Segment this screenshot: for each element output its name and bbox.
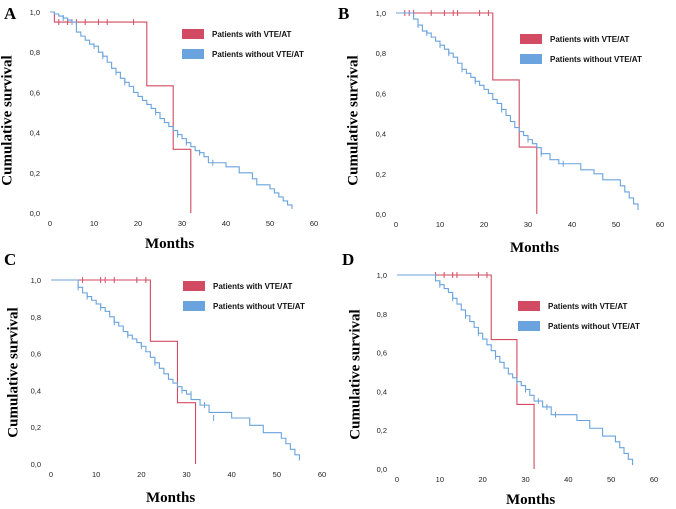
y-tick-label-b: 0,0 xyxy=(376,210,386,219)
chart-svg-a: 0 10 20 30 40 50 60 0,0 0,2 0,4 0,6 0,8 1,0 Patients … xyxy=(30,8,319,228)
y-tick-label-a: 0,0 xyxy=(30,209,40,218)
survival-curve-vte-at-d xyxy=(397,274,535,469)
legend-label-no-vte-at-c: Patients without VTE/AT xyxy=(213,302,305,311)
y-tick-label-d: 0,6 xyxy=(377,349,387,358)
x-tick-label-c: 10 xyxy=(92,470,100,479)
legend-swatch-vte-at-c xyxy=(183,281,205,291)
survival-curve-no-vte-at-a xyxy=(50,11,293,209)
x-tick-label-b: 10 xyxy=(436,220,444,229)
x-tick-label-d: 30 xyxy=(521,475,529,484)
survival-curve-vte-at-a xyxy=(50,11,192,213)
legend-label-vte-at-a: Patients with VTE/AT xyxy=(212,30,292,39)
x-tick-label-a: 20 xyxy=(134,219,142,228)
x-tick-label-a: 10 xyxy=(90,219,98,228)
panel-letter-a: A xyxy=(4,4,17,23)
panel-letter-d: D xyxy=(342,250,355,269)
y-tick-label-a: 0,6 xyxy=(30,88,40,97)
y-tick-label-a: 1,0 xyxy=(30,8,40,17)
x-tick-label-c: 30 xyxy=(182,470,190,479)
legend-swatch-vte-at-d xyxy=(518,301,540,311)
x-axis-label-a: Months xyxy=(145,236,195,252)
legend-swatch-no-vte-at-c xyxy=(183,301,205,311)
x-tick-label-b: 60 xyxy=(656,220,664,229)
x-tick-label-c: 60 xyxy=(318,470,326,479)
legend-swatch-no-vte-at-a xyxy=(182,49,204,59)
chart-svg-b: 0 10 20 30 40 50 60 0,0 0,2 0,4 0,6 0,8 1,0 Patients … xyxy=(376,9,665,229)
x-tick-label-c: 20 xyxy=(137,470,145,479)
chart-panel-b: B Cumulative survival Months 0 10 20 30 40 50… xyxy=(338,0,676,256)
x-tick-label-b: 50 xyxy=(612,220,620,229)
chart-panel-d: D Cumulative survival Months 0 10 20 30 40 50… xyxy=(338,250,676,508)
y-tick-label-c: 0,6 xyxy=(31,350,41,359)
x-tick-label-a: 40 xyxy=(222,219,230,228)
legend-swatch-vte-at-b xyxy=(520,34,542,44)
legend-label-vte-at-b: Patients with VTE/AT xyxy=(550,35,630,44)
y-tick-label-d: 1,0 xyxy=(377,271,387,280)
y-tick-label-b: 1,0 xyxy=(376,9,386,18)
y-tick-label-b: 0,8 xyxy=(376,49,386,58)
y-tick-label-c: 0,2 xyxy=(31,423,41,432)
x-tick-label-a: 50 xyxy=(266,219,274,228)
x-tick-label-d: 10 xyxy=(436,475,444,484)
x-tick-label-b: 40 xyxy=(568,220,576,229)
x-tick-label-c: 0 xyxy=(49,470,53,479)
y-tick-label-a: 0,8 xyxy=(30,48,40,57)
legend-swatch-no-vte-at-d xyxy=(518,321,540,331)
x-tick-label-a: 30 xyxy=(178,219,186,228)
x-tick-label-b: 30 xyxy=(524,220,532,229)
x-tick-label-b: 20 xyxy=(480,220,488,229)
y-tick-label-b: 0,4 xyxy=(376,130,386,139)
y-tick-label-a: 0,2 xyxy=(30,169,40,178)
chart-svg-c: 0 10 20 30 40 50 60 0,0 0,2 0,4 0,6 0,8 1,0 Patients … xyxy=(31,276,327,479)
survival-curve-no-vte-at-d xyxy=(397,274,634,466)
x-axis-label-c: Months xyxy=(146,490,196,506)
x-tick-label-c: 40 xyxy=(227,470,235,479)
survival-curve-vte-at-b xyxy=(396,12,538,214)
panel-letter-b: B xyxy=(338,4,350,23)
legend-swatch-vte-at-a xyxy=(182,29,204,39)
y-tick-label-d: 0,4 xyxy=(377,387,387,396)
x-tick-label-a: 0 xyxy=(48,219,52,228)
x-tick-label-d: 0 xyxy=(395,475,399,484)
x-tick-label-a: 60 xyxy=(310,219,318,228)
legend-label-no-vte-at-b: Patients without VTE/AT xyxy=(550,55,642,64)
chart-svg-d: 0 10 20 30 40 50 60 0,0 0,2 0,4 0,6 0,8 1,0 Patients … xyxy=(377,271,659,484)
x-axis-label-b: Months xyxy=(510,240,560,256)
legend-label-no-vte-at-a: Patients without VTE/AT xyxy=(212,50,304,59)
x-tick-label-d: 40 xyxy=(564,475,572,484)
y-tick-label-a: 0,4 xyxy=(30,129,40,138)
y-tick-label-b: 0,6 xyxy=(376,89,386,98)
y-tick-label-c: 0,4 xyxy=(31,386,41,395)
x-tick-label-b: 0 xyxy=(394,220,398,229)
legend-swatch-no-vte-at-b xyxy=(520,54,542,64)
y-tick-label-b: 0,2 xyxy=(376,170,386,179)
x-tick-label-c: 50 xyxy=(273,470,281,479)
panel-letter-c: C xyxy=(4,250,17,269)
y-tick-label-d: 0,2 xyxy=(377,426,387,435)
chart-panel-a: A Cumulative survival Months 0 10 20 30 40 50… xyxy=(0,0,338,254)
x-tick-label-d: 60 xyxy=(650,475,658,484)
x-tick-label-d: 20 xyxy=(478,475,486,484)
y-tick-label-d: 0,0 xyxy=(377,465,387,474)
x-tick-label-d: 50 xyxy=(607,475,615,484)
y-tick-label-c: 0,0 xyxy=(31,460,41,469)
chart-panel-c: C Cumulative survival Months 0 10 20 30 40 50… xyxy=(0,250,338,508)
legend-label-vte-at-d: Patients with VTE/AT xyxy=(548,302,628,311)
y-tick-label-c: 1,0 xyxy=(31,276,41,285)
legend-label-vte-at-c: Patients with VTE/AT xyxy=(213,282,293,291)
y-tick-label-c: 0,8 xyxy=(31,313,41,322)
legend-label-no-vte-at-d: Patients without VTE/AT xyxy=(548,322,640,331)
y-tick-label-d: 0,8 xyxy=(377,310,387,319)
survival-curve-vte-at-c xyxy=(51,279,197,464)
x-axis-label-d: Months xyxy=(506,492,556,508)
